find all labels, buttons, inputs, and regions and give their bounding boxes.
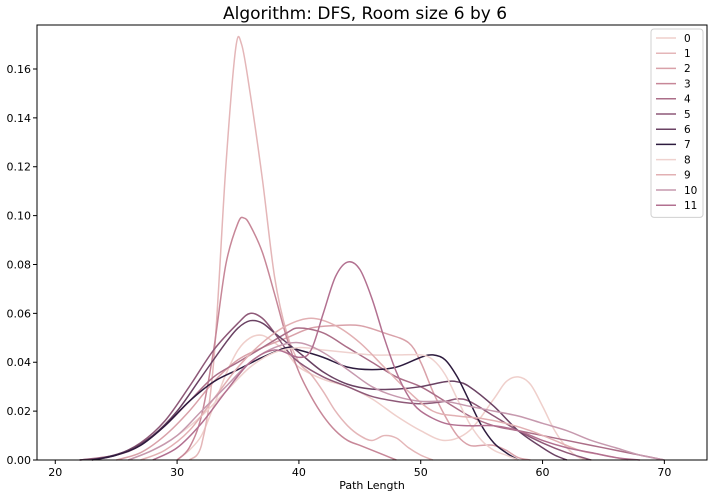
series-line-0 <box>176 334 592 461</box>
series-line-10 <box>128 341 665 461</box>
y-tick-label: 0.10 <box>7 210 32 223</box>
x-tick-label: 40 <box>292 466 306 479</box>
legend-box <box>650 28 704 218</box>
legend: 0 1 2 3 4 5 6 7 8 9 10 11 <box>650 28 704 218</box>
series-line-7 <box>91 346 519 461</box>
legend-label-4: 4 <box>684 94 691 106</box>
legend-label-9: 9 <box>684 170 691 182</box>
y-tick-label: 0.04 <box>7 356 32 369</box>
x-tick-label: 20 <box>48 466 62 479</box>
legend-label-10: 10 <box>684 185 697 197</box>
y-tick-label: 0.16 <box>7 63 32 76</box>
x-tick-label: 60 <box>536 466 550 479</box>
y-tick-label: 0.12 <box>7 161 32 174</box>
x-axis: 20 30 40 50 60 70 <box>48 460 671 479</box>
series-line-9 <box>140 317 628 461</box>
legend-label-1: 1 <box>684 48 691 60</box>
y-tick-label: 0.14 <box>7 112 32 125</box>
x-tick-label: 50 <box>414 466 428 479</box>
series-line-6 <box>79 319 568 461</box>
legend-label-7: 7 <box>684 139 691 151</box>
legend-label-8: 8 <box>684 154 691 166</box>
x-tick-label: 30 <box>170 466 184 479</box>
legend-label-6: 6 <box>684 124 691 136</box>
x-axis-label: Path Length <box>339 479 405 492</box>
plot-lines <box>79 35 665 461</box>
legend-label-11: 11 <box>684 200 697 212</box>
series-line-5 <box>91 312 592 461</box>
legend-label-3: 3 <box>684 78 691 90</box>
series-line-11 <box>152 261 641 461</box>
y-tick-label: 0.08 <box>7 258 32 271</box>
series-line-3 <box>176 216 397 461</box>
legend-label-5: 5 <box>684 109 691 121</box>
series-line-1 <box>188 35 434 461</box>
plot-frame <box>36 24 708 461</box>
y-tick-label: 0.06 <box>7 307 32 320</box>
y-tick-label: 0.00 <box>7 454 32 467</box>
y-axis: 0.00 0.02 0.04 0.06 0.08 0.10 0.12 0.14 0.16 <box>7 63 37 467</box>
x-tick-label: 70 <box>657 466 671 479</box>
chart-title: Algorithm: DFS, Room size 6 by 6 <box>223 4 507 24</box>
legend-label-0: 0 <box>684 33 691 45</box>
legend-label-2: 2 <box>684 63 691 75</box>
y-tick-label: 0.02 <box>7 405 32 418</box>
